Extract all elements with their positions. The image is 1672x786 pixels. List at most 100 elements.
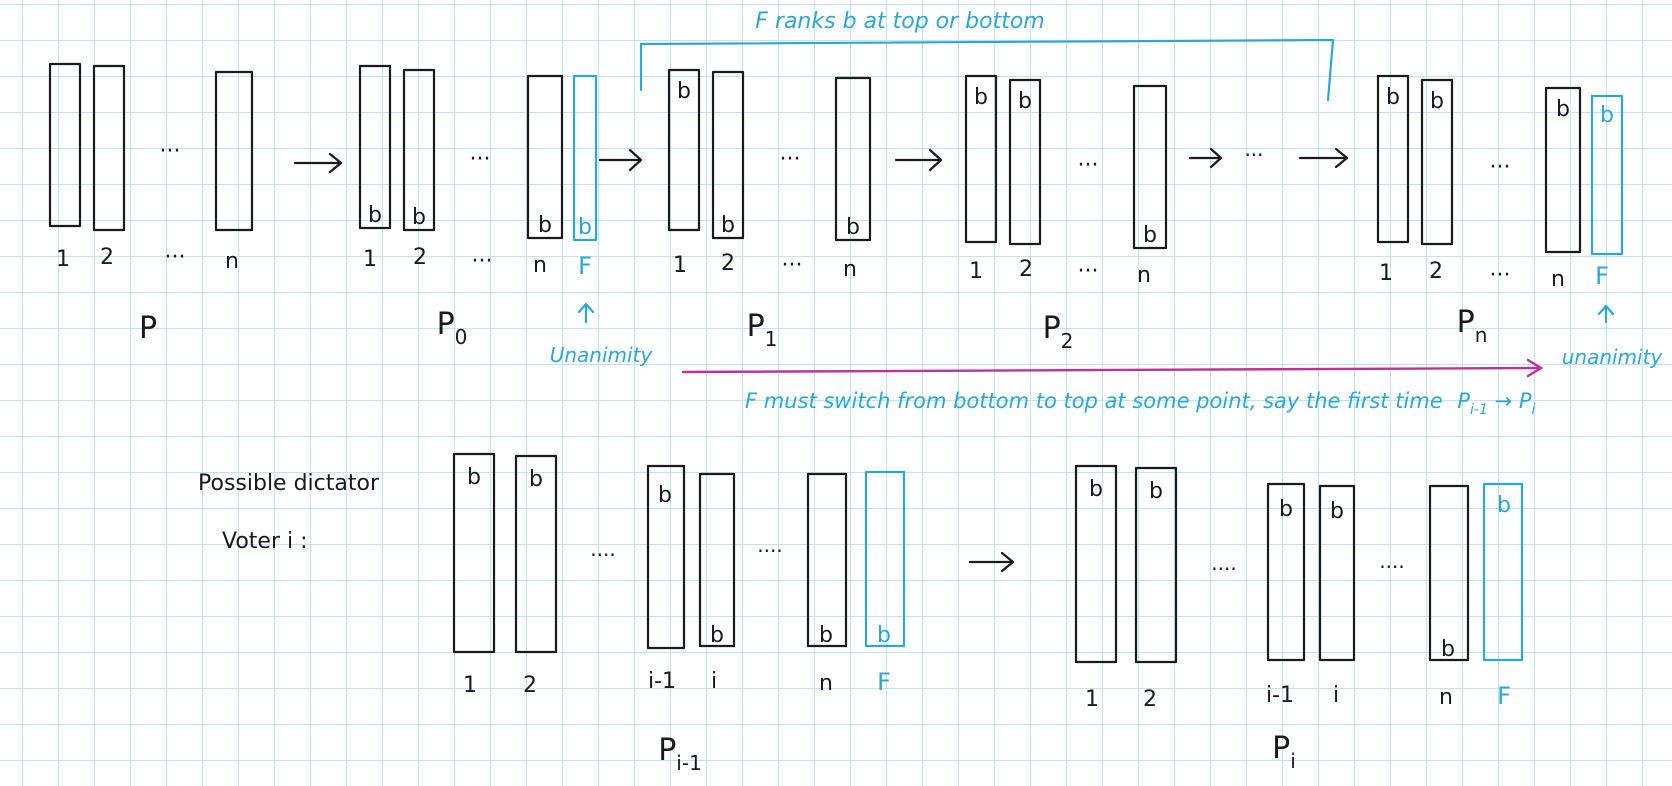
- profile-letter: P: [1457, 305, 1475, 340]
- voter-label: i: [1333, 683, 1339, 708]
- b-mark: b: [658, 483, 672, 508]
- voter-label: i-1: [648, 669, 676, 694]
- profile-P: ··· 1 2 ··· n P: [48, 62, 254, 346]
- arrow-Pi-minus-1-to-Pi: [968, 551, 1015, 573]
- b-mark: b: [529, 467, 543, 492]
- caption-voter-i: Voter i :: [222, 529, 308, 554]
- b-mark: b: [1018, 89, 1032, 114]
- caption-possible-dictator: Possible dictator: [198, 471, 380, 496]
- voter-label-F: F: [1595, 262, 1609, 290]
- profile-subscript: 2: [1061, 329, 1074, 353]
- b-mark: b: [538, 213, 552, 238]
- up-arrow-icon: [577, 302, 595, 324]
- ellipsis-P2: ···: [1078, 153, 1099, 178]
- ellipsis-Pi-minus-1-left: ····: [590, 543, 615, 567]
- b-mark: b: [1330, 499, 1344, 524]
- b-mark: b: [1089, 477, 1103, 502]
- profile-subscript: i: [1290, 749, 1296, 773]
- voter-label: n: [1439, 685, 1453, 710]
- voter-label: 2: [413, 245, 427, 270]
- arrow-P1-to-P2: [894, 148, 943, 172]
- voter-label: 2: [1143, 687, 1157, 712]
- voter-label: 2: [1019, 257, 1033, 282]
- voter-label: 1: [673, 253, 687, 278]
- voter-label: 2: [523, 673, 537, 698]
- bracket: F ranks b at top or bottom: [639, 9, 1335, 102]
- b-mark: b: [1497, 493, 1511, 518]
- profile-subscript: 0: [455, 325, 468, 349]
- voter-label: n: [819, 671, 833, 696]
- profile-P1: b b b ··· 1 2 ··· n P1: [667, 68, 872, 351]
- ellipsis-Pi-minus-1-right: ····: [757, 539, 782, 563]
- ellipsis-P1: ···: [780, 147, 801, 172]
- profile-letter: P: [437, 307, 455, 342]
- voter-label: 1: [56, 247, 70, 272]
- b-mark: b: [677, 79, 691, 104]
- b-mark: b: [1556, 97, 1570, 122]
- b-mark: b: [846, 215, 860, 240]
- voter-label: 2: [1429, 259, 1443, 284]
- profile-letter: P: [747, 309, 765, 344]
- b-mark: b: [710, 623, 724, 648]
- switch-to-sub: i: [1531, 402, 1535, 418]
- b-mark: b: [1430, 89, 1444, 114]
- profile-Pi-minus-1: b b b b b b ···· ···· 1 2 i-1 i n F Pi-1: [452, 452, 906, 775]
- profile-P2: b b b ··· 1 2 ··· n P2: [964, 74, 1168, 353]
- voter-label: n: [843, 257, 857, 282]
- arrow-P-to-P0: [293, 152, 343, 174]
- voter-label: 1: [969, 259, 983, 284]
- b-mark: b: [974, 85, 988, 110]
- voter-label: 1: [363, 247, 377, 272]
- voter-label-F: F: [1497, 682, 1511, 710]
- profile-subscript: n: [1475, 323, 1488, 347]
- b-mark: b: [1149, 479, 1163, 504]
- bracket-label: F ranks b at top or bottom: [755, 9, 1044, 34]
- voter-label: 1: [463, 673, 477, 698]
- voter-label: n: [1137, 263, 1151, 288]
- ellipsis-Pn: ···: [1490, 155, 1511, 180]
- b-mark: b: [1600, 103, 1614, 128]
- voter-label: n: [225, 249, 239, 274]
- switch-from-letter: P: [1457, 389, 1470, 413]
- ellipsis-P0: ···: [470, 147, 491, 172]
- sequence-ellipsis: ···: [1244, 143, 1263, 167]
- switch-from-sub: i-1: [1470, 402, 1488, 418]
- ellipsis-P: ···: [160, 139, 181, 164]
- b-mark: b: [1279, 497, 1293, 522]
- profile-label-P0: P0: [437, 307, 468, 349]
- profile-Pn: b b b b ··· 1 2 ··· n F unanimity Pn: [1376, 74, 1663, 369]
- switch-to-letter: P: [1519, 389, 1532, 413]
- profile-letter: P: [1043, 311, 1061, 346]
- profile-label-Pn: Pn: [1457, 305, 1488, 347]
- ellipsis-Pi-right: ····: [1379, 555, 1404, 579]
- voter-label: n: [1551, 267, 1565, 292]
- switch-note: F must switch from bottom to top at some…: [745, 389, 1535, 418]
- voter-label-F: F: [877, 668, 891, 696]
- b-mark: b: [578, 215, 592, 240]
- b-mark: b: [467, 465, 481, 490]
- profile-letter: P: [1272, 731, 1290, 766]
- switch-arrow: [681, 358, 1544, 378]
- voter-label: 2: [100, 245, 114, 270]
- b-mark: b: [412, 205, 426, 230]
- voter-label: i: [711, 669, 717, 694]
- voter-label: n: [533, 253, 547, 278]
- profile-Pi: b b b b b b ···· ···· 1 2 i-1 i n F Pi: [1074, 464, 1524, 773]
- profile-P0: b b b b ··· 1 2 ··· n F Unanimity P0: [358, 64, 654, 367]
- up-arrow-icon: [1597, 304, 1615, 324]
- unanimity-label-P0: Unanimity: [550, 343, 654, 367]
- switch-note-text: F must switch from bottom to top at some…: [745, 389, 1443, 413]
- b-mark: b: [1441, 637, 1455, 662]
- b-mark: b: [368, 203, 382, 228]
- profile-label-P1: P1: [747, 309, 778, 351]
- voter-label: 2: [721, 251, 735, 276]
- ellipsis-labels-P: ···: [165, 245, 186, 270]
- profile-label-P: P: [139, 311, 157, 346]
- profile-subscript: 1: [765, 327, 778, 351]
- voter-label: 1: [1379, 261, 1393, 286]
- arrow-P2-to-Pn: ···: [1188, 143, 1349, 169]
- ellipsis-labels-P0: ···: [472, 249, 493, 274]
- ellipsis-labels-P1: ···: [782, 253, 803, 278]
- ellipsis-labels-Pn: ···: [1490, 263, 1511, 288]
